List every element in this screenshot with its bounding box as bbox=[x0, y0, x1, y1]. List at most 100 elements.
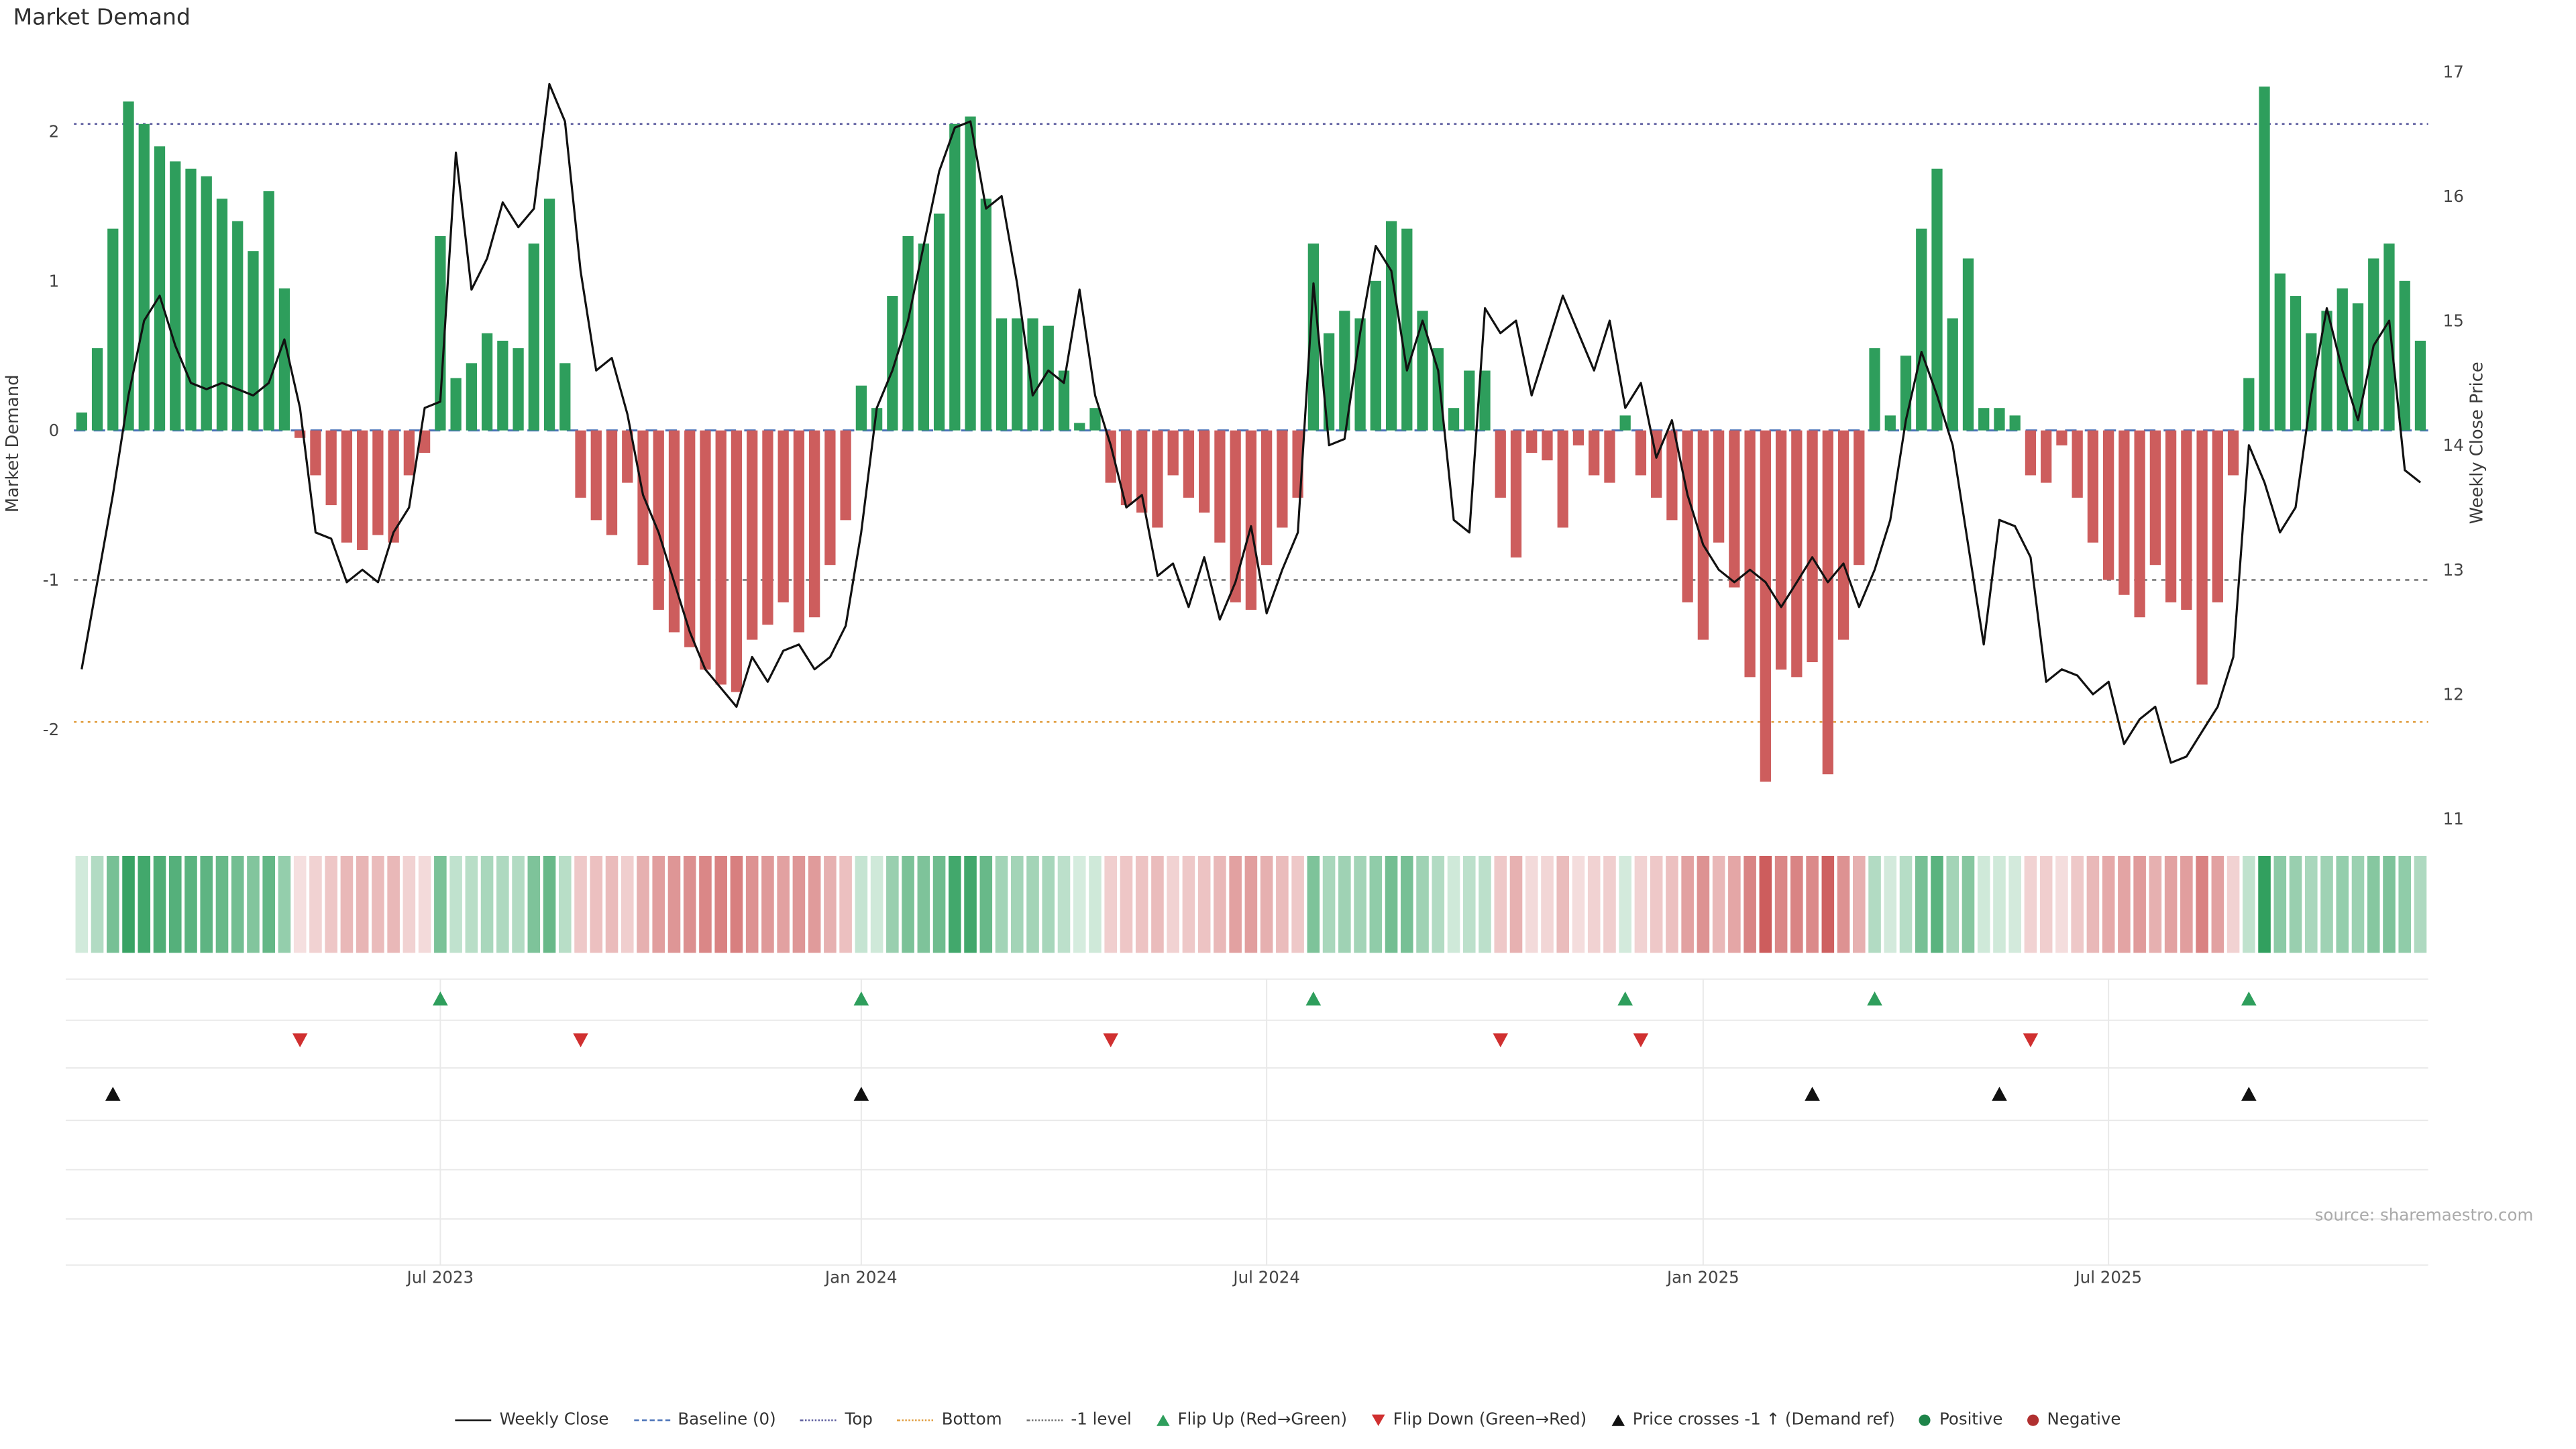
heatmap-cell bbox=[590, 855, 603, 953]
heatmap-cell bbox=[932, 855, 946, 953]
heatmap-cell bbox=[1385, 855, 1398, 953]
demand-bar bbox=[216, 199, 228, 431]
legend-label-baseline-0: Baseline (0) bbox=[678, 1411, 776, 1430]
demand-bar bbox=[622, 430, 633, 483]
demand-bar bbox=[653, 430, 664, 610]
heatmap-cell bbox=[1135, 855, 1148, 953]
demand-bar bbox=[2259, 87, 2270, 431]
demand-bar bbox=[1869, 348, 1880, 431]
heatmap-cell bbox=[2320, 855, 2333, 953]
demand-bar bbox=[1167, 430, 1179, 476]
demand-bar bbox=[965, 116, 976, 431]
heatmap-cell bbox=[1556, 855, 1570, 953]
heatmap-cell bbox=[1868, 855, 1881, 953]
demand-bar bbox=[170, 161, 181, 431]
heatmap-cell bbox=[1432, 855, 1445, 953]
demand-bar bbox=[1837, 430, 1849, 640]
demand-bar bbox=[497, 340, 508, 431]
heatmap-cell bbox=[1182, 855, 1195, 953]
demand-bar bbox=[2181, 430, 2192, 610]
demand-bar bbox=[1199, 430, 1210, 513]
heatmap-cell bbox=[1338, 855, 1351, 953]
heatmap-cell bbox=[122, 855, 135, 953]
demand-bar bbox=[1666, 430, 1678, 521]
demand-bar bbox=[1307, 244, 1319, 431]
heatmap-cell bbox=[2118, 855, 2131, 953]
flip-up-marker bbox=[1867, 991, 1882, 1006]
heatmap-cell bbox=[293, 855, 307, 953]
heatmap-cell bbox=[2055, 855, 2068, 953]
heatmap-cell bbox=[621, 855, 634, 953]
heatmap-cell bbox=[1447, 855, 1460, 953]
heatmap-cell bbox=[558, 855, 572, 953]
heatmap-cell bbox=[667, 855, 681, 953]
heatmap-cell bbox=[777, 855, 790, 953]
demand-bar bbox=[918, 244, 929, 431]
demand-bar bbox=[1417, 311, 1428, 431]
demand-bar bbox=[123, 101, 134, 431]
demand-bar bbox=[1089, 408, 1101, 431]
heatmap-cell bbox=[2383, 855, 2396, 953]
legend-item-flip-up-red-green: Flip Up (Red→Green) bbox=[1156, 1411, 1347, 1430]
flip-down-marker bbox=[292, 1033, 308, 1048]
heatmap-cell bbox=[1214, 855, 1226, 953]
demand-bar bbox=[559, 363, 571, 431]
heatmap-cell bbox=[356, 855, 369, 953]
heatmap-cell bbox=[402, 855, 416, 953]
demand-bar bbox=[1619, 415, 1631, 431]
demand-bar bbox=[154, 146, 166, 431]
right-axis-tick: 17 bbox=[2443, 62, 2464, 81]
demand-bar bbox=[1510, 430, 1522, 558]
right-axis-tick: 11 bbox=[2443, 809, 2464, 828]
heatmap-cell bbox=[1712, 855, 1725, 953]
demand-bar bbox=[232, 221, 244, 431]
demand-bar bbox=[185, 168, 197, 431]
heatmap-cell bbox=[1260, 855, 1273, 953]
price-cross-marker bbox=[853, 1086, 869, 1101]
demand-bar bbox=[2383, 244, 2395, 431]
heatmap-cell bbox=[2102, 855, 2115, 953]
demand-bar bbox=[1729, 430, 1740, 588]
x-axis-tick: Jul 2025 bbox=[2074, 1268, 2142, 1287]
demand-bar bbox=[824, 430, 836, 566]
heatmap-cell bbox=[91, 855, 104, 953]
demand-bar bbox=[840, 430, 851, 521]
heatmap-cell bbox=[1322, 855, 1336, 953]
demand-bar bbox=[76, 412, 87, 431]
heatmap-cell bbox=[1197, 855, 1211, 953]
heatmap-cell bbox=[1774, 855, 1788, 953]
heatmap-cell bbox=[1821, 855, 1835, 953]
demand-bar bbox=[1962, 258, 1974, 431]
flip-up-marker bbox=[433, 991, 448, 1006]
demand-bar bbox=[450, 378, 462, 431]
heatmap-cell bbox=[1681, 855, 1694, 953]
flip-down-marker bbox=[1633, 1033, 1649, 1048]
heatmap-cell bbox=[107, 855, 119, 953]
heatmap-cell bbox=[1354, 855, 1366, 953]
heatmap-cell bbox=[1619, 855, 1631, 953]
heatmap-cell bbox=[745, 855, 759, 953]
heatmap-cell bbox=[138, 855, 151, 953]
right-axis-tick: 12 bbox=[2443, 685, 2464, 704]
demand-bar bbox=[1464, 370, 1475, 431]
demand-bar bbox=[2025, 430, 2037, 476]
heatmap-cell bbox=[1650, 855, 1663, 953]
demand-bar bbox=[357, 430, 368, 550]
heatmap-cell bbox=[1806, 855, 1819, 953]
demand-bar bbox=[2243, 378, 2255, 431]
demand-bar bbox=[138, 123, 150, 431]
heatmap-cell bbox=[434, 855, 447, 953]
demand-bar bbox=[325, 430, 337, 506]
demand-bar bbox=[2352, 303, 2364, 431]
legend-item-bottom: Bottom bbox=[897, 1411, 1002, 1430]
flip-up-marker bbox=[2241, 991, 2257, 1006]
demand-bar bbox=[107, 228, 119, 431]
demand-bar bbox=[996, 318, 1008, 431]
demand-bar bbox=[2009, 415, 2021, 431]
demand-bar bbox=[481, 333, 493, 431]
heatmap-cell bbox=[1120, 855, 1133, 953]
demand-bar bbox=[1105, 430, 1116, 483]
heatmap-cell bbox=[730, 855, 743, 953]
right-axis-tick: 14 bbox=[2443, 435, 2464, 455]
